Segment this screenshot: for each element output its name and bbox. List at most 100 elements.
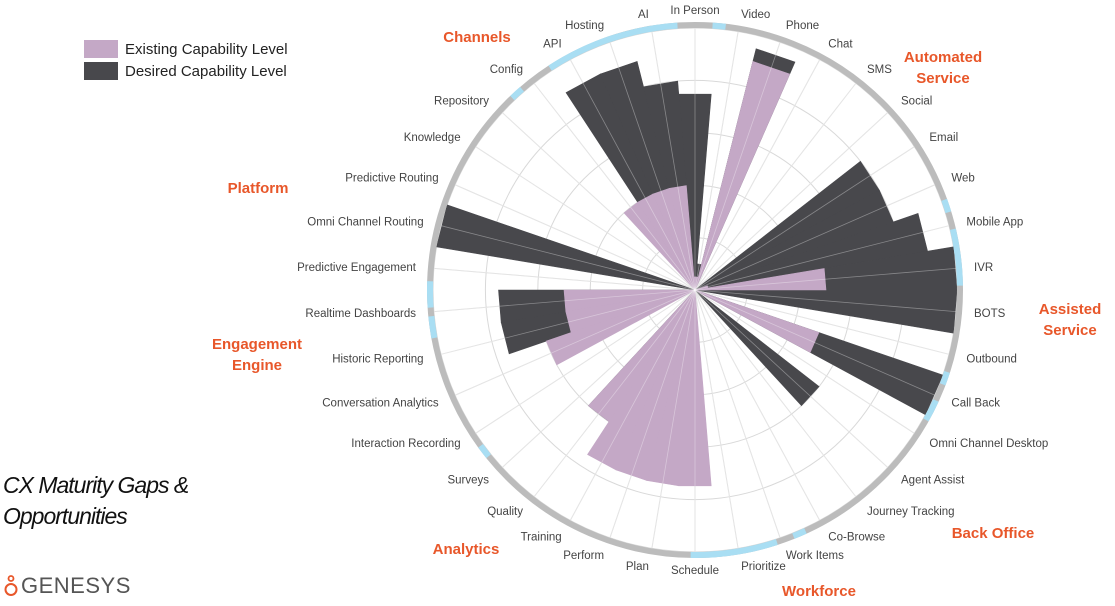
group-separator-arc bbox=[792, 528, 807, 539]
legend-swatch-existing bbox=[84, 40, 118, 58]
category-label-work-items: Work Items bbox=[786, 550, 844, 562]
grid-spoke bbox=[501, 289, 696, 468]
category-label-historic-reporting: Historic Reporting bbox=[332, 354, 423, 366]
category-label-co-browse: Co-Browse bbox=[828, 531, 885, 543]
grid-spoke bbox=[694, 82, 857, 291]
overlay-spoke bbox=[475, 289, 696, 434]
overlay-spoke bbox=[694, 112, 889, 291]
category-label-ivr: IVR bbox=[974, 262, 993, 274]
category-label-hosting: Hosting bbox=[565, 20, 604, 32]
group-separator-arc bbox=[478, 443, 491, 459]
category-label-social: Social bbox=[901, 95, 932, 107]
overlay-spoke bbox=[694, 289, 936, 396]
overlay-spoke bbox=[694, 289, 821, 521]
grid-spoke bbox=[694, 289, 950, 355]
group-separator-arc bbox=[941, 198, 952, 214]
category-label-perform: Perform bbox=[563, 550, 604, 562]
group-label-automated-service: Service bbox=[916, 70, 969, 87]
overlay-spoke bbox=[569, 289, 696, 521]
overlay-spoke bbox=[569, 59, 696, 291]
overlay-spoke bbox=[694, 184, 936, 291]
group-label-platform: Platform bbox=[228, 180, 289, 197]
grid-spoke bbox=[694, 289, 781, 538]
grid-spoke bbox=[694, 289, 915, 434]
overlay-spoke bbox=[694, 289, 739, 549]
overlay-spoke bbox=[694, 267, 957, 291]
grid-spoke bbox=[454, 184, 696, 291]
grid-spoke bbox=[501, 112, 696, 291]
group-label-channels: Channels bbox=[443, 29, 511, 46]
category-label-video: Video bbox=[741, 9, 770, 21]
group-separator-arc bbox=[923, 399, 939, 422]
genesys-logo-icon bbox=[4, 575, 18, 596]
grid-spoke bbox=[475, 146, 696, 291]
category-label-ai: AI bbox=[638, 9, 649, 21]
category-label-config: Config bbox=[490, 64, 523, 76]
category-label-predictive-routing: Predictive Routing bbox=[345, 173, 438, 185]
group-separator-arc bbox=[712, 22, 726, 30]
overlay-spoke bbox=[501, 289, 696, 468]
existing-wedge bbox=[694, 268, 827, 291]
overlay-spoke bbox=[533, 289, 696, 498]
category-label-agent-assist: Agent Assist bbox=[901, 475, 965, 487]
category-label-in-person: In Person bbox=[670, 5, 719, 17]
page-title-line-1: CX Maturity Gaps & bbox=[3, 472, 189, 498]
overlay-spoke bbox=[694, 59, 821, 291]
overlay-spoke bbox=[440, 225, 696, 291]
category-label-quality: Quality bbox=[487, 506, 523, 518]
group-label-assisted-service: Assisted bbox=[1039, 301, 1102, 318]
grid-spoke bbox=[694, 289, 739, 549]
group-separator-arc bbox=[428, 315, 438, 339]
group-label-back-office: Back Office bbox=[952, 525, 1035, 542]
grid-spoke bbox=[475, 289, 696, 434]
overlay-spoke bbox=[533, 82, 696, 291]
category-label-knowledge: Knowledge bbox=[404, 132, 461, 144]
category-label-sms: SMS bbox=[867, 64, 892, 76]
overlay-spoke bbox=[433, 289, 696, 313]
overlay-spoke bbox=[454, 184, 696, 291]
group-separator-arc bbox=[939, 370, 950, 386]
grid-spoke bbox=[694, 31, 739, 291]
page-title-line-2: Opportunities bbox=[3, 503, 128, 529]
category-label-outbound: Outbound bbox=[966, 354, 1017, 366]
category-label-chat: Chat bbox=[828, 39, 853, 51]
grid-spoke bbox=[694, 112, 889, 291]
category-label-repository: Repository bbox=[434, 95, 489, 107]
overlay-spoke bbox=[475, 146, 696, 291]
group-separator-arc bbox=[510, 86, 525, 101]
group-label-engagement-engine: Engagement bbox=[212, 336, 302, 353]
group-label-workforce-optimization: Optimization bbox=[774, 604, 865, 606]
legend-label-existing: Existing Capability Level bbox=[125, 40, 288, 58]
group-separator-arc bbox=[548, 22, 678, 71]
legend-label-desired: Desired Capability Level bbox=[125, 62, 287, 80]
overlay-spoke bbox=[694, 82, 857, 291]
existing-wedge bbox=[588, 289, 696, 423]
overlay-spoke bbox=[454, 289, 696, 396]
overlay-spoke bbox=[694, 289, 889, 468]
group-label-analytics: Analytics bbox=[433, 541, 500, 558]
group-label-workforce-optimization: Workforce bbox=[782, 583, 856, 600]
category-label-phone: Phone bbox=[786, 20, 819, 32]
overlay-spoke bbox=[501, 112, 696, 291]
overlay-spoke bbox=[694, 31, 739, 291]
category-label-email: Email bbox=[929, 132, 958, 144]
category-label-omni-channel-desktop: Omni Channel Desktop bbox=[929, 438, 1048, 450]
group-label-assisted-service: Service bbox=[1043, 322, 1096, 339]
category-label-realtime-dashboards: Realtime Dashboards bbox=[305, 308, 416, 320]
group-separator-arc bbox=[950, 228, 963, 286]
existing-wedge bbox=[668, 185, 696, 291]
genesys-logo: GENESYS bbox=[4, 573, 131, 599]
brand-name: GENESYS bbox=[21, 573, 131, 598]
desired-wedge bbox=[694, 289, 820, 407]
desired-wedge bbox=[436, 204, 696, 291]
category-label-api: API bbox=[543, 39, 562, 51]
existing-wedge bbox=[563, 289, 696, 312]
overlay-spoke bbox=[694, 289, 857, 498]
overlay-spoke bbox=[694, 289, 957, 313]
existing-wedge bbox=[694, 289, 820, 353]
grid-spoke bbox=[694, 289, 821, 521]
overlay-spoke bbox=[694, 289, 950, 355]
category-label-interaction-recording: Interaction Recording bbox=[351, 438, 460, 450]
legend-item-existing: Existing Capability Level bbox=[84, 38, 288, 60]
existing-wedge bbox=[694, 61, 791, 291]
